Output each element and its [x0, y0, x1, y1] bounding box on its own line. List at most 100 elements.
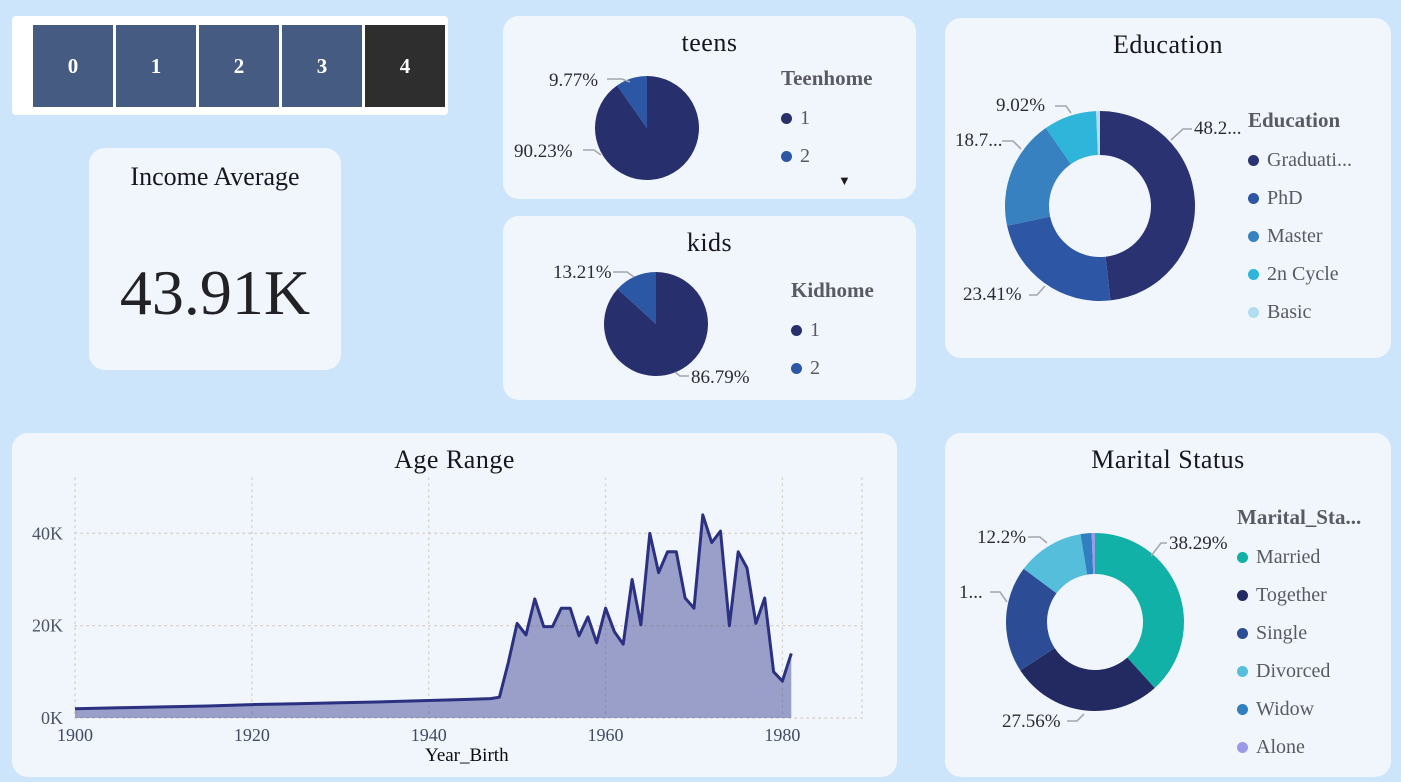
education-donut-chart[interactable] — [945, 18, 1391, 358]
slicer-button-0[interactable]: 0 — [33, 25, 113, 107]
label-leader-line — [613, 271, 635, 278]
marital-single-label: 1... — [959, 582, 983, 603]
kids-legend: Kidhome 1 2 — [791, 278, 874, 380]
legend-label: 1 — [810, 319, 820, 341]
marital-status-legend: Marital_Sta... Married Together Single D… — [1237, 505, 1361, 759]
legend-label: Graduati... — [1267, 149, 1352, 171]
teens-slice1-label: 90.23% — [514, 141, 573, 162]
legend-item-2n-cycle[interactable]: 2n Cycle — [1248, 263, 1352, 286]
legend-label: 1 — [800, 107, 810, 129]
label-leader-line — [1002, 140, 1022, 150]
legend-label: Married — [1256, 546, 1321, 568]
legend-item-together[interactable]: Together — [1237, 584, 1361, 607]
slicer-button-4[interactable]: 4 — [365, 25, 445, 107]
kids-legend-title: Kidhome — [791, 278, 874, 302]
legend-dot — [1248, 231, 1259, 242]
svg-text:1940: 1940 — [411, 725, 447, 745]
slicer-button-2[interactable]: 2 — [199, 25, 279, 107]
number-slicer: 0 1 2 3 4 — [12, 16, 448, 115]
slicer-button-row: 0 1 2 3 4 — [33, 25, 445, 107]
teens-pie-card: teens 9.77% 90.23% Teenhome 1 2 ▼ — [503, 16, 916, 199]
svg-text:1960: 1960 — [588, 725, 624, 745]
x-axis-title: Year_Birth — [425, 745, 509, 766]
label-leader-line — [1170, 128, 1192, 141]
svg-text:1980: 1980 — [764, 725, 800, 745]
legend-item-basic[interactable]: Basic — [1248, 301, 1352, 324]
legend-dot — [781, 113, 792, 124]
education-phd-label: 23.41% — [963, 284, 1022, 305]
legend-dot — [1248, 269, 1259, 280]
svg-text:20K: 20K — [32, 616, 63, 636]
legend-label: Divorced — [1256, 660, 1331, 682]
teens-legend-title: Teenhome — [781, 66, 873, 90]
legend-item-graduation[interactable]: Graduati... — [1248, 149, 1352, 172]
legend-label: Master — [1267, 225, 1323, 247]
teens-chart-title: teens — [681, 28, 738, 57]
svg-text:0K: 0K — [41, 708, 63, 728]
legend-dot — [1237, 666, 1248, 677]
legend-label: 2n Cycle — [1267, 263, 1339, 285]
legend-label: 2 — [800, 145, 810, 167]
label-leader-line — [1150, 542, 1167, 557]
legend-item-widow[interactable]: Widow — [1237, 698, 1361, 721]
kids-pie-chart[interactable] — [503, 216, 916, 400]
legend-dot — [1237, 590, 1248, 601]
label-leader-line — [583, 149, 602, 156]
education-graduation-label: 48.2... — [1194, 118, 1242, 139]
teens-pie-chart[interactable] — [503, 16, 916, 199]
legend-item-teenhome-1[interactable]: 1 — [781, 107, 872, 130]
svg-text:1900: 1900 — [57, 725, 93, 745]
slicer-button-1[interactable]: 1 — [116, 25, 196, 107]
income-average-card: Income Average 43.91K — [89, 148, 341, 370]
marital-status-donut-chart[interactable] — [945, 433, 1391, 777]
legend-item-married[interactable]: Married — [1237, 546, 1361, 569]
kids-pie-card: kids 13.21% 86.79% Kidhome 1 2 — [503, 216, 916, 400]
svg-text:40K: 40K — [32, 523, 63, 543]
education-chart-title: Education — [1113, 30, 1223, 59]
age-range-chart-title: Age Range — [394, 445, 515, 474]
legend-dot — [1237, 628, 1248, 639]
age-range-chart-card: Age Range 1900 1920 1940 1960 1980 0K 20K 40K Y… — [12, 433, 897, 777]
legend-dot — [1248, 307, 1259, 318]
legend-item-phd[interactable]: PhD — [1248, 187, 1352, 210]
legend-item-alone[interactable]: Alone — [1237, 736, 1361, 759]
label-leader-line — [1067, 713, 1085, 722]
kids-slice2-label: 13.21% — [553, 262, 612, 283]
legend-label: PhD — [1267, 187, 1303, 209]
legend-label: Together — [1256, 584, 1327, 606]
education-2ncycle-label: 9.02% — [996, 95, 1046, 116]
legend-label: Single — [1256, 622, 1308, 644]
legend-label: Widow — [1256, 698, 1315, 720]
legend-item-kidhome-1[interactable]: 1 — [791, 319, 874, 342]
income-average-title: Income Average — [130, 162, 300, 191]
marital-legend-title: Marital_Sta... — [1237, 505, 1362, 529]
legend-item-teenhome-2[interactable]: 2 — [781, 145, 872, 168]
legend-dot — [1248, 155, 1259, 166]
legend-label: Alone — [1256, 736, 1305, 758]
legend-item-master[interactable]: Master — [1248, 225, 1352, 248]
legend-item-single[interactable]: Single — [1237, 622, 1361, 645]
age-range-area-chart[interactable]: 1900 1920 1940 1960 1980 0K 20K 40K — [12, 433, 897, 777]
legend-dot — [791, 325, 802, 336]
label-leader-line — [674, 371, 689, 377]
legend-dot — [791, 363, 802, 374]
legend-dot — [1237, 742, 1248, 753]
label-leader-line — [1055, 105, 1072, 114]
legend-dot — [1237, 704, 1248, 715]
teens-slice2-label: 9.77% — [549, 70, 599, 91]
education-legend: Education Graduati... PhD Master 2n Cycl… — [1248, 108, 1352, 324]
legend-label: Basic — [1267, 301, 1312, 323]
marital-married-label: 38.29% — [1169, 533, 1228, 554]
legend-item-divorced[interactable]: Divorced — [1237, 660, 1361, 683]
education-donut-card: Education 48.2... 9.02% 18.7... 23.41% E… — [945, 18, 1391, 358]
education-master-label: 18.7... — [955, 130, 1003, 151]
kids-chart-title: kids — [686, 228, 733, 257]
kids-slice1-label: 86.79% — [691, 367, 750, 388]
legend-item-kidhome-2[interactable]: 2 — [791, 357, 874, 380]
legend-label: 2 — [810, 357, 820, 379]
teens-legend: Teenhome 1 2 — [781, 66, 872, 168]
marital-divorced-label: 12.2% — [977, 527, 1027, 548]
legend-scroll-down-icon[interactable]: ▼ — [838, 173, 851, 188]
slicer-button-3[interactable]: 3 — [282, 25, 362, 107]
legend-dot — [781, 151, 792, 162]
